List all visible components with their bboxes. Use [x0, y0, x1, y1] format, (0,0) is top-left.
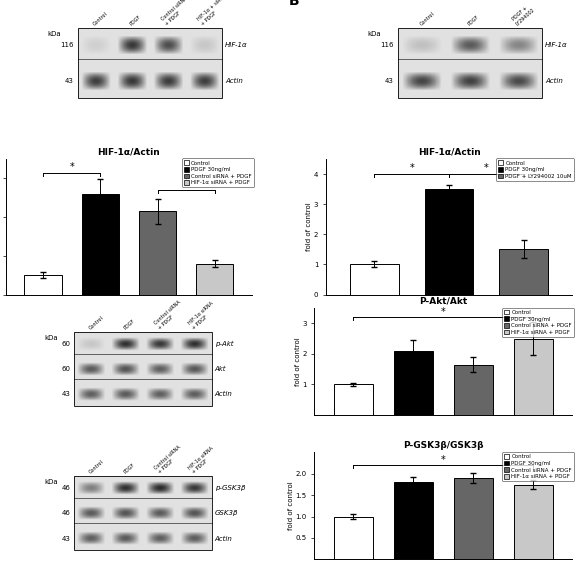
- Text: 43: 43: [62, 536, 71, 542]
- Text: GSK3β: GSK3β: [214, 510, 238, 516]
- Text: Actin: Actin: [225, 78, 243, 84]
- Text: kDa: kDa: [367, 31, 381, 37]
- Text: Akt: Akt: [214, 366, 226, 372]
- Text: PDGF: PDGF: [467, 14, 480, 27]
- Title: P-GSK3β/GSK3β: P-GSK3β/GSK3β: [403, 441, 483, 450]
- Text: 43: 43: [65, 78, 74, 84]
- Bar: [398, 28, 542, 98]
- Bar: [196, 264, 234, 294]
- Text: Actin: Actin: [214, 391, 232, 397]
- Text: 60: 60: [62, 366, 71, 372]
- Text: 46: 46: [62, 485, 71, 492]
- Text: Control: Control: [88, 315, 105, 331]
- Text: 43: 43: [62, 391, 71, 397]
- Bar: [514, 338, 553, 415]
- Text: PDGF: PDGF: [123, 318, 136, 331]
- Text: *: *: [441, 455, 446, 465]
- Text: B: B: [289, 0, 299, 7]
- Text: 116: 116: [60, 42, 74, 48]
- Bar: [75, 476, 212, 550]
- Text: PDGF: PDGF: [128, 14, 142, 27]
- Text: Control siRNA
+ PDGF: Control siRNA + PDGF: [153, 300, 186, 331]
- Bar: [514, 485, 553, 559]
- Legend: Control, PDGF 30ng/ml, Control siRNA + PDGF, HIF-1α siRNA + PDGF: Control, PDGF 30ng/ml, Control siRNA + P…: [181, 158, 254, 188]
- Text: Control siRNA
+ PDGF: Control siRNA + PDGF: [161, 0, 193, 27]
- Text: HIF-1α siRNA
+ PDGF: HIF-1α siRNA + PDGF: [187, 301, 218, 331]
- Text: Control: Control: [418, 11, 435, 27]
- Text: Control: Control: [88, 459, 105, 475]
- Legend: Control, PDGF 30ng/ml, PDGF + LY294002 10uM: Control, PDGF 30ng/ml, PDGF + LY294002 1…: [496, 158, 574, 181]
- Text: Control: Control: [92, 11, 109, 27]
- Title: HIF-1α/Actin: HIF-1α/Actin: [418, 148, 480, 157]
- Bar: [334, 516, 373, 559]
- Text: PDGF: PDGF: [123, 462, 136, 475]
- Bar: [454, 364, 492, 415]
- Text: 60: 60: [62, 341, 71, 347]
- Bar: [139, 211, 176, 294]
- Text: 116: 116: [380, 42, 394, 48]
- Text: *: *: [484, 163, 489, 173]
- Bar: [334, 384, 373, 415]
- Text: 46: 46: [62, 510, 71, 516]
- Y-axis label: fold of control: fold of control: [295, 337, 301, 386]
- Bar: [394, 483, 433, 559]
- Text: *: *: [184, 179, 188, 189]
- Text: *: *: [441, 307, 446, 317]
- Bar: [499, 249, 548, 294]
- Bar: [425, 189, 473, 294]
- Bar: [394, 351, 433, 415]
- Y-axis label: fold of control: fold of control: [306, 202, 313, 251]
- Bar: [454, 478, 492, 559]
- Bar: [81, 194, 119, 294]
- Text: HIF-1α: HIF-1α: [545, 42, 568, 48]
- Text: p-GSK3β: p-GSK3β: [214, 485, 245, 492]
- Bar: [24, 275, 62, 294]
- Text: PDGF +
LY294002: PDGF + LY294002: [511, 3, 536, 27]
- Y-axis label: fold of control: fold of control: [288, 481, 294, 531]
- Text: Control siRNA
+ PDGF: Control siRNA + PDGF: [153, 444, 186, 475]
- Text: kDa: kDa: [45, 335, 58, 341]
- Legend: Control, PDGF 30ng/ml, Control siRNA + PDGF, HIF-1α siRNA + PDGF: Control, PDGF 30ng/ml, Control siRNA + P…: [502, 308, 574, 337]
- Text: HIF-1α + siRNA
+ PDGF: HIF-1α + siRNA + PDGF: [197, 0, 232, 27]
- Bar: [75, 332, 212, 406]
- Text: *: *: [409, 163, 414, 173]
- Title: P-Akt/Akt: P-Akt/Akt: [419, 297, 468, 306]
- Text: kDa: kDa: [47, 31, 61, 37]
- Text: HIF-1α siRNA
+ PDGF: HIF-1α siRNA + PDGF: [187, 445, 218, 475]
- Text: HIF-1α: HIF-1α: [225, 42, 247, 48]
- Text: Actin: Actin: [545, 78, 563, 84]
- Bar: [350, 264, 399, 294]
- Text: Actin: Actin: [214, 536, 232, 542]
- Bar: [78, 28, 222, 98]
- Legend: Control, PDGF 30ng/ml, Control siRNA + PDGF, HIF-1α siRNA + PDGF: Control, PDGF 30ng/ml, Control siRNA + P…: [502, 452, 574, 481]
- Text: p-Akt: p-Akt: [214, 341, 233, 347]
- Text: *: *: [69, 162, 74, 172]
- Title: HIF-1α/Actin: HIF-1α/Actin: [98, 148, 160, 157]
- Text: kDa: kDa: [45, 479, 58, 485]
- Text: 43: 43: [385, 78, 394, 84]
